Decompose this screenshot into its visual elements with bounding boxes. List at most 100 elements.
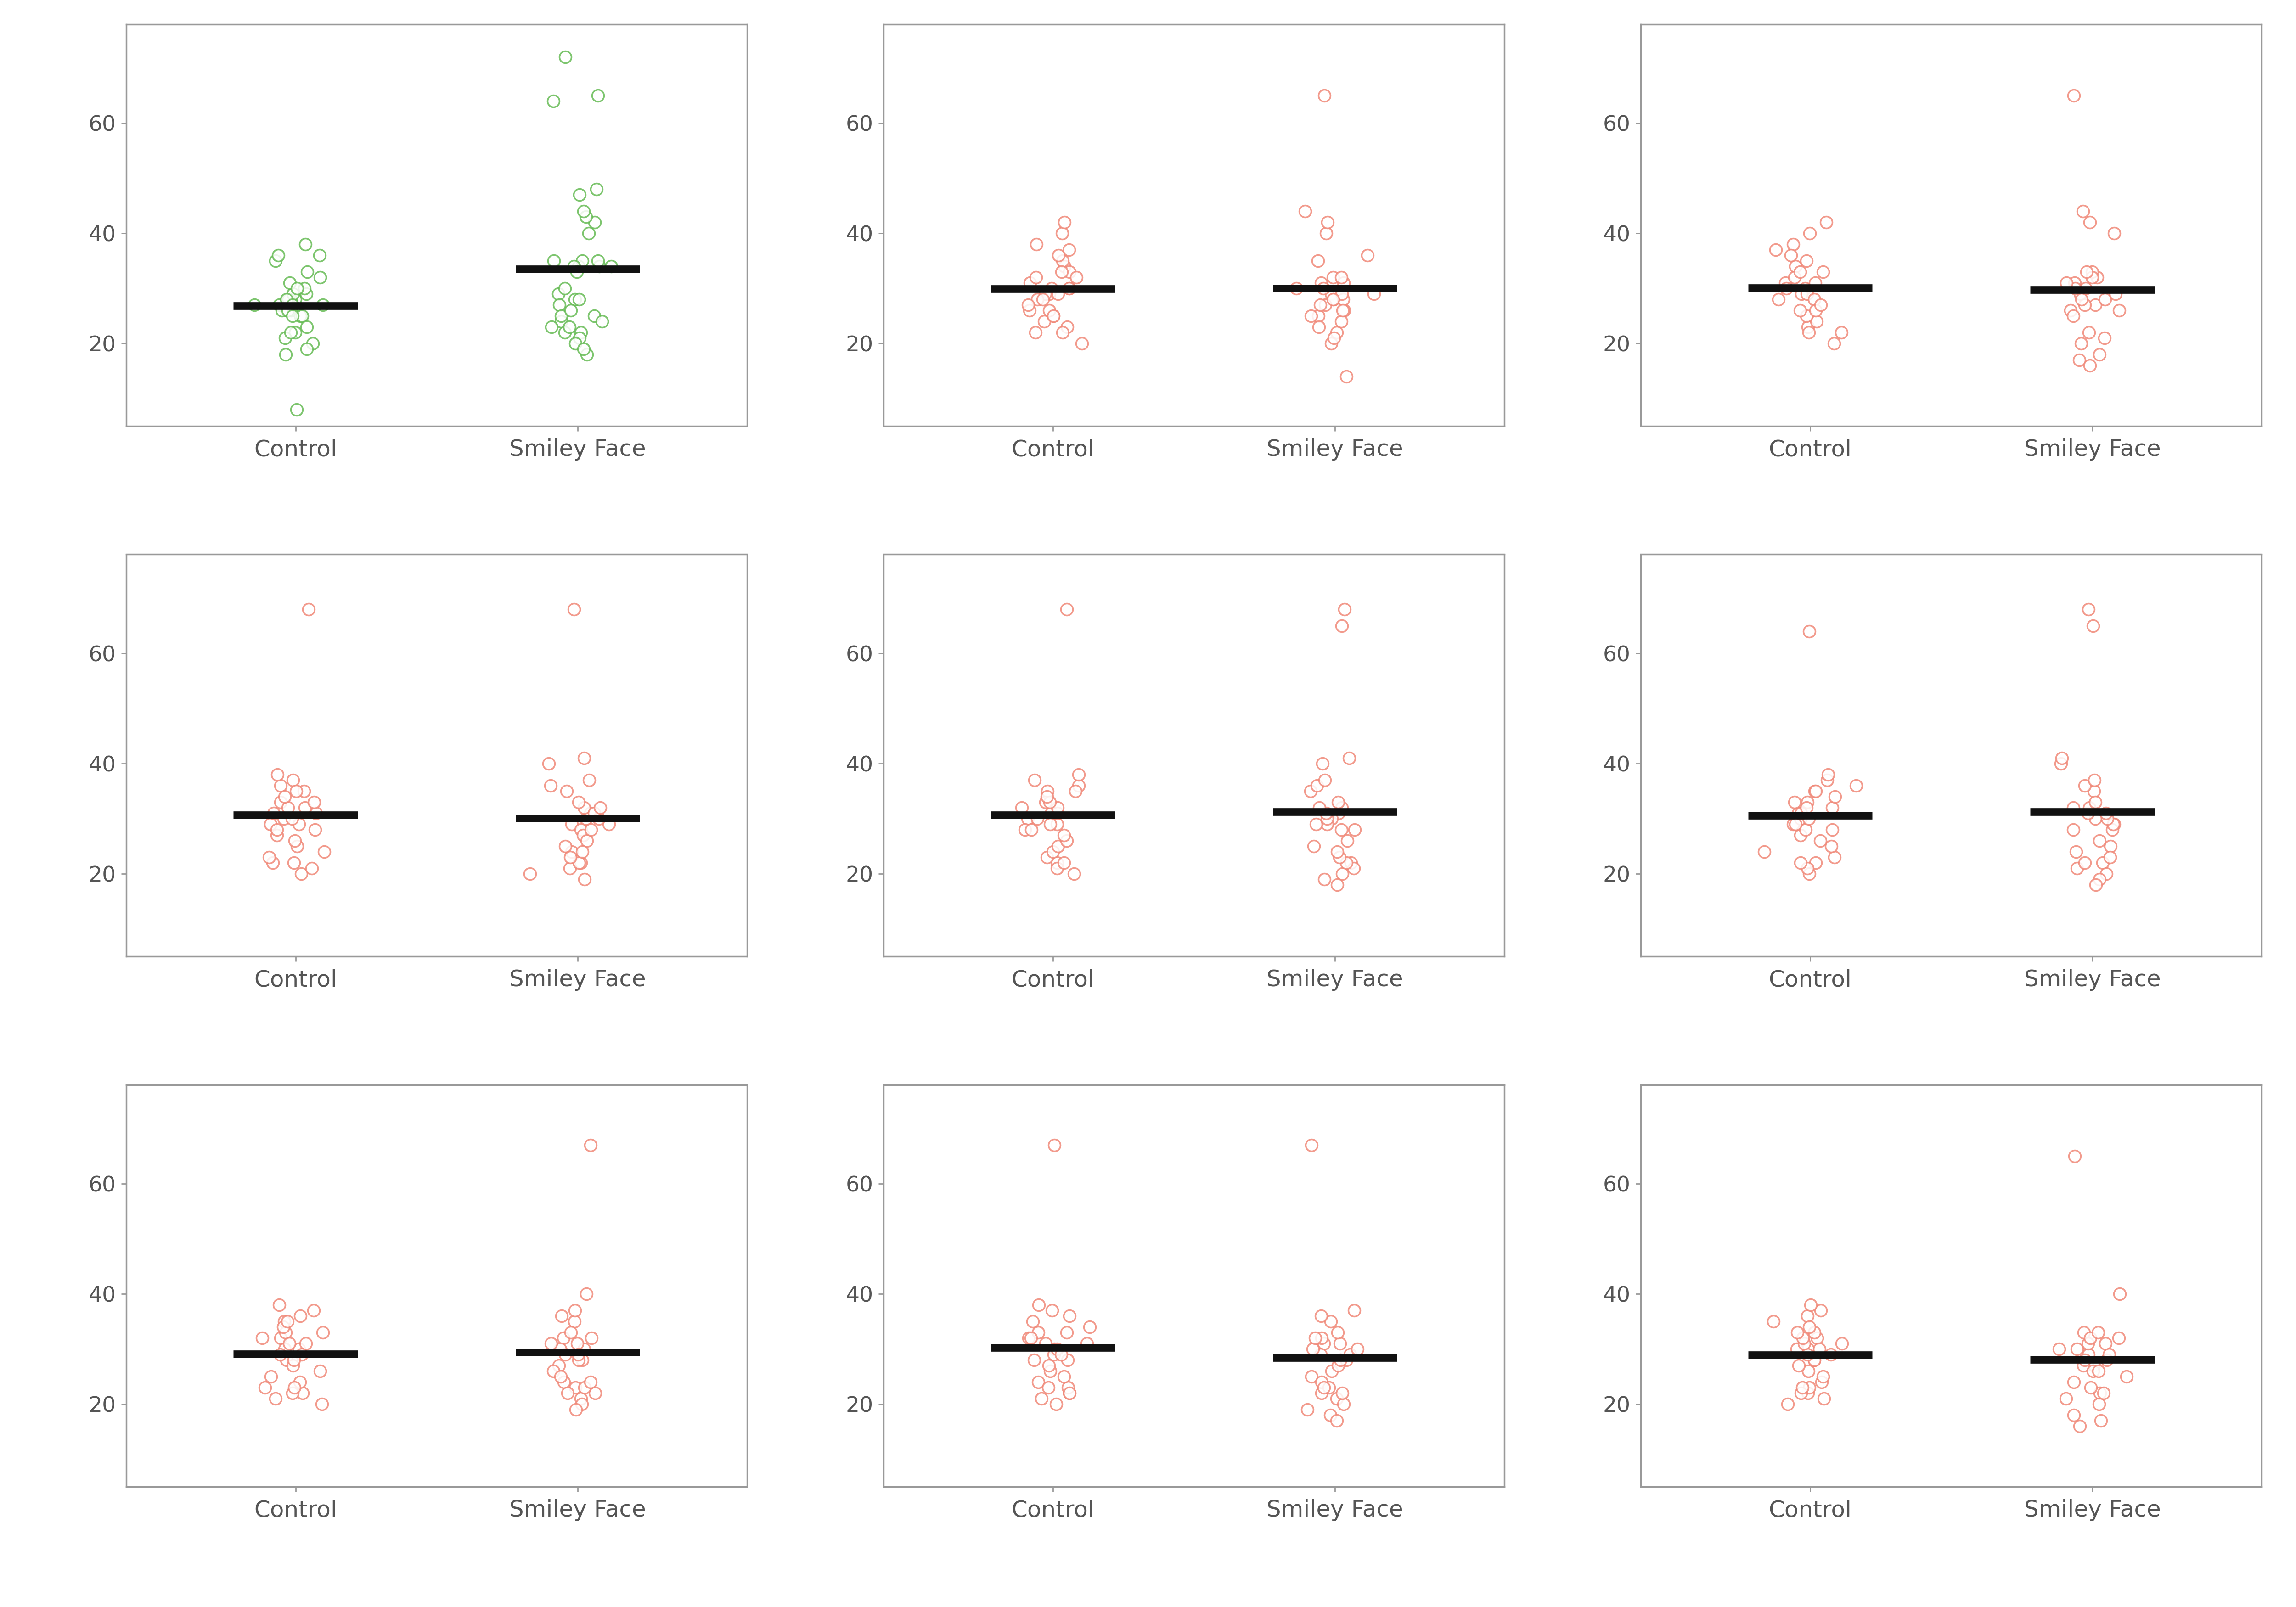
Point	[278, 320, 315, 346]
Point	[1320, 1353, 1357, 1379]
Point	[1322, 1331, 1359, 1356]
Point	[2087, 800, 2124, 826]
Point	[565, 198, 602, 223]
Point	[565, 1347, 602, 1372]
Point	[287, 281, 324, 307]
Point	[1775, 812, 1812, 837]
Point	[2071, 209, 2108, 235]
Point	[278, 778, 315, 804]
Point	[530, 750, 567, 776]
Point	[1056, 861, 1093, 887]
Point	[1288, 1396, 1325, 1422]
Point	[1045, 850, 1081, 876]
Point	[1786, 816, 1823, 842]
Point	[294, 331, 331, 357]
Point	[1779, 1353, 1816, 1379]
Point	[296, 789, 333, 815]
Point	[576, 800, 613, 826]
Point	[2069, 259, 2105, 284]
Point	[553, 297, 590, 323]
Point	[1773, 243, 1809, 268]
Point	[581, 254, 618, 280]
Point	[2080, 866, 2117, 892]
Point	[540, 281, 576, 307]
Point	[1770, 1392, 1807, 1417]
Point	[250, 844, 287, 869]
Point	[2078, 871, 2115, 897]
Point	[2071, 352, 2108, 378]
Point	[1779, 1335, 1816, 1361]
Point	[512, 861, 549, 887]
Point	[1031, 812, 1068, 837]
Point	[2062, 1413, 2099, 1438]
Point	[1047, 209, 1084, 235]
Point	[1040, 834, 1077, 860]
Point	[1768, 275, 1805, 301]
Point	[2064, 286, 2101, 312]
Point	[1789, 313, 1825, 339]
Point	[1320, 789, 1357, 815]
Point	[1019, 1319, 1056, 1345]
Point	[282, 861, 319, 887]
Point	[1049, 596, 1086, 622]
Point	[1784, 1374, 1821, 1400]
Point	[542, 292, 579, 318]
Point	[1052, 275, 1088, 301]
Point	[2069, 800, 2105, 826]
Point	[1325, 297, 1362, 323]
Point	[1313, 281, 1350, 307]
Point	[1798, 1326, 1835, 1351]
Point	[2089, 805, 2126, 831]
Point	[1325, 1380, 1362, 1406]
Point	[1068, 1331, 1104, 1356]
Point	[1791, 220, 1828, 246]
Point	[1782, 800, 1818, 826]
Point	[1322, 309, 1359, 334]
Point	[1038, 812, 1075, 837]
Point	[1791, 1374, 1828, 1400]
Point	[1306, 1331, 1343, 1356]
Point	[1035, 1133, 1072, 1159]
Point	[1837, 773, 1874, 799]
Point	[278, 275, 315, 301]
Point	[1791, 805, 1828, 831]
Point	[1010, 297, 1047, 323]
Point	[2055, 84, 2092, 109]
Point	[2055, 795, 2092, 821]
Point	[535, 1358, 572, 1384]
Point	[1789, 1335, 1825, 1361]
Point	[546, 45, 583, 71]
Point	[287, 231, 324, 257]
Point	[1042, 1342, 1079, 1368]
Point	[2082, 1380, 2119, 1406]
Point	[1336, 816, 1373, 842]
Point	[1304, 750, 1341, 776]
Point	[1786, 275, 1823, 301]
Point	[243, 1326, 280, 1351]
Point	[278, 397, 315, 423]
Point	[289, 259, 326, 284]
Point	[1336, 1297, 1373, 1323]
Point	[1040, 281, 1077, 307]
Point	[294, 855, 331, 881]
Point	[560, 1342, 597, 1368]
Point	[2060, 1335, 2096, 1361]
Point	[1784, 281, 1821, 307]
Point	[565, 839, 602, 865]
Point	[1322, 281, 1359, 307]
Point	[2092, 844, 2128, 869]
Point	[2055, 304, 2092, 329]
Point	[1795, 1347, 1832, 1372]
Point	[2087, 861, 2124, 887]
Point	[1052, 1380, 1088, 1406]
Point	[1786, 1331, 1823, 1356]
Point	[1777, 254, 1814, 280]
Point	[257, 247, 294, 273]
Point	[259, 762, 296, 787]
Point	[1300, 773, 1336, 799]
Point	[581, 795, 618, 821]
Point	[556, 1297, 592, 1323]
Point	[2076, 1358, 2112, 1384]
Point	[2073, 1374, 2110, 1400]
Point	[1061, 762, 1097, 787]
